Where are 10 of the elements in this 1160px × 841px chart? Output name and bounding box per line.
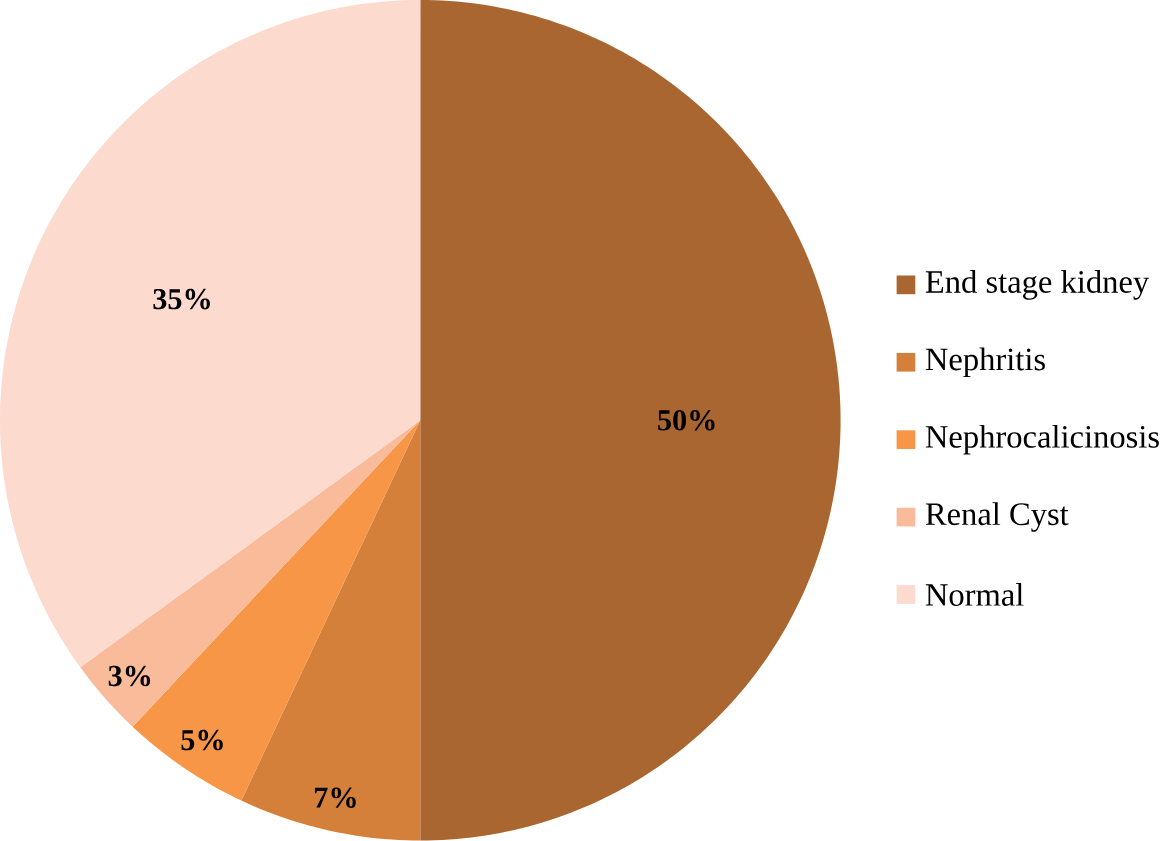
data-label: 3% <box>108 665 151 687</box>
data-label: 35% <box>153 289 210 310</box>
legend-label: Normal <box>925 583 1024 607</box>
data-label: 5% <box>181 730 223 751</box>
legend-label: Renal Cyst <box>925 502 1069 533</box>
data-label: 7% <box>314 787 356 809</box>
legend-label: End stage kidney <box>925 270 1150 300</box>
data-label: 50% <box>658 410 715 431</box>
legend-label: Nephrocalicinosis <box>925 425 1159 455</box>
legend-label: Nephritis <box>925 347 1045 378</box>
